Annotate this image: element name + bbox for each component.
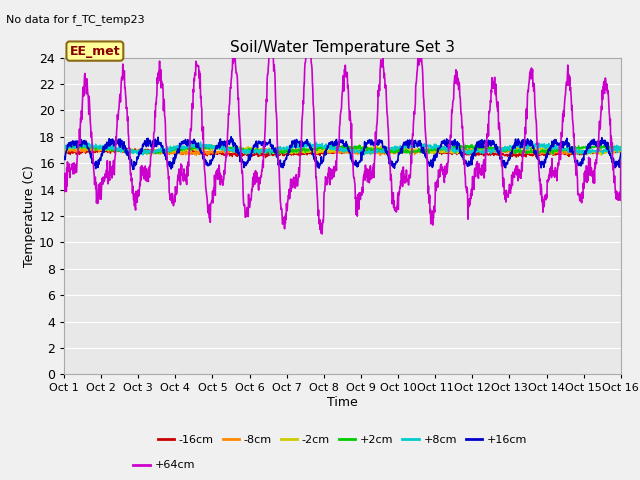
Text: EE_met: EE_met (70, 45, 120, 58)
Legend: +64cm: +64cm (129, 456, 200, 475)
X-axis label: Time: Time (327, 396, 358, 409)
Text: No data for f_TC_temp23: No data for f_TC_temp23 (6, 14, 145, 25)
Title: Soil/Water Temperature Set 3: Soil/Water Temperature Set 3 (230, 40, 455, 55)
Y-axis label: Temperature (C): Temperature (C) (23, 165, 36, 267)
